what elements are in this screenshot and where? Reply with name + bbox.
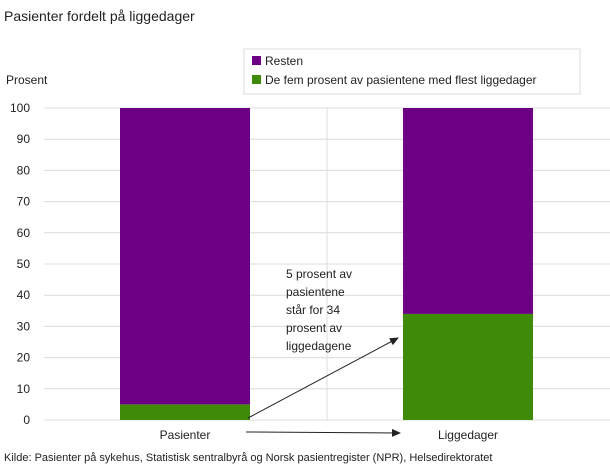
bar-pasienter-series-0 (120, 404, 250, 420)
y-tick-label: 20 (17, 351, 31, 365)
chart-title: Pasienter fordelt på liggedager (4, 8, 195, 24)
x-tick-label: Liggedager (438, 428, 498, 442)
annotation: 5 prosent av pasientene står for 34 prosent… (245, 267, 401, 437)
y-tick-label: 30 (17, 319, 31, 333)
y-tick-label: 60 (17, 226, 31, 240)
legend-box (243, 48, 581, 95)
annotation-line: står for 34 (286, 303, 340, 317)
y-tick-label: 90 (17, 132, 31, 146)
x-axis-ticks: Pasienter Liggedager (160, 428, 498, 442)
legend-swatch (252, 56, 261, 65)
y-tick-label: 80 (17, 163, 31, 177)
y-tick-label: 10 (17, 382, 31, 396)
annotation-arrow-diagonal (247, 337, 399, 419)
y-tick-label: 100 (10, 101, 30, 115)
annotation-line: liggedagene (286, 339, 352, 353)
chart-source: Kilde: Pasienter på sykehus, Statistisk … (4, 452, 493, 464)
legend-label: De fem prosent av pasientene med flest l… (265, 73, 537, 87)
annotation-line: 5 prosent av (286, 267, 352, 281)
legend-swatch (252, 75, 261, 84)
y-tick-label: 0 (23, 413, 30, 427)
y-axis-ticks: 0 10 20 30 40 50 60 70 80 90 100 (10, 101, 30, 427)
annotation-arrow-horizontal (245, 428, 401, 437)
y-tick-label: 50 (17, 257, 31, 271)
x-tick-label: Pasienter (160, 428, 211, 442)
bar-pasienter-series-1 (120, 108, 250, 405)
bars (120, 108, 533, 420)
annotation-line: prosent av (286, 321, 342, 335)
y-axis-label: Prosent (6, 73, 48, 87)
legend: Resten De fem prosent av pasientene med f… (243, 48, 581, 95)
y-tick-label: 40 (17, 288, 31, 302)
bar-liggedager-series-0 (403, 313, 533, 420)
legend-label: Resten (265, 54, 303, 68)
annotation-line: pasientene (286, 285, 345, 299)
bar-liggedager-series-1 (403, 108, 533, 314)
y-tick-label: 70 (17, 195, 31, 209)
